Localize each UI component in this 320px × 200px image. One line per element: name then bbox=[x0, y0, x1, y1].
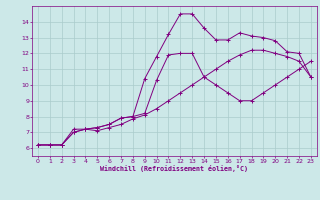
X-axis label: Windchill (Refroidissement éolien,°C): Windchill (Refroidissement éolien,°C) bbox=[100, 165, 248, 172]
